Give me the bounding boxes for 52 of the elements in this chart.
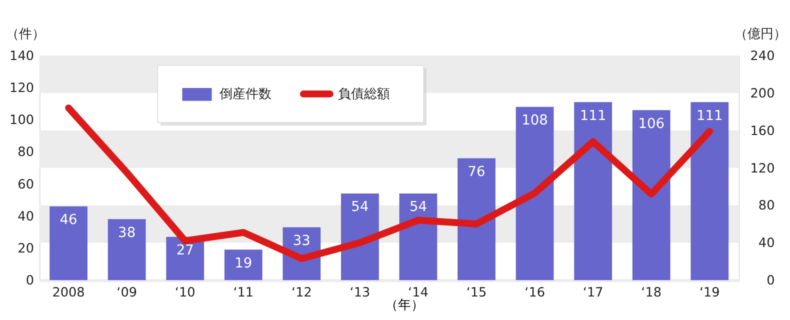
y2-tick-label: 160 [750,124,775,139]
data-label: 27 [176,242,194,259]
bar [458,158,496,280]
y2-tick-label: 40 [758,236,775,252]
data-label: 111 [696,108,723,124]
y2-tick-label: 0 [766,274,775,289]
y-tick-label: 80 [18,145,34,160]
y2-tick-label: 80 [758,198,775,214]
bar [50,206,88,280]
bar [632,110,670,280]
y2-axis-title: （億円） [734,26,786,42]
data-label: 33 [292,232,310,249]
data-label: 76 [468,164,486,180]
data-label: 54 [409,199,428,216]
y2-tick-label: 120 [750,161,775,176]
data-label: 38 [118,224,136,241]
y-tick-label: 140 [10,48,34,64]
y-axis-title: （件） [6,26,46,42]
data-label: 54 [351,199,369,216]
y-tick-label: 120 [10,81,34,96]
legend-label: 負債総額 [338,86,390,102]
x-tick-label: ‘16 [524,285,545,300]
bar [690,102,729,280]
y2-tick-label: 200 [750,86,775,102]
data-label: 108 [522,112,548,129]
legend-label: 倒産件数 [220,86,272,102]
y-tick-label: 100 [10,113,34,128]
x-tick-label: ‘10 [174,285,196,300]
x-tick-label: ‘11 [233,285,254,300]
data-label: 111 [580,108,606,124]
x-axis-title: （年） [384,298,424,314]
y-tick-label: 60 [18,177,34,192]
data-label: 19 [234,255,252,272]
y-tick-label: 40 [18,209,34,224]
bar [224,250,262,280]
x-tick-label: ‘12 [291,285,312,300]
x-tick-label: ‘18 [641,285,662,300]
x-tick-label: ‘19 [699,285,720,300]
x-tick-label: ‘17 [582,285,604,300]
y-tick-label: 20 [18,241,34,256]
bar [516,106,554,280]
bar [574,102,612,280]
x-tick-label: ‘13 [350,285,370,300]
bar [108,219,146,280]
x-tick-label: ‘14 [408,285,428,300]
x-tick-label: ‘15 [466,285,487,300]
y-tick-label: 0 [26,274,34,289]
data-label: 106 [638,116,665,132]
y2-tick-label: 240 [750,48,775,64]
data-label: 46 [60,212,78,228]
x-tick-label: ‘09 [116,285,138,300]
x-tick-label: 2008 [52,285,85,300]
